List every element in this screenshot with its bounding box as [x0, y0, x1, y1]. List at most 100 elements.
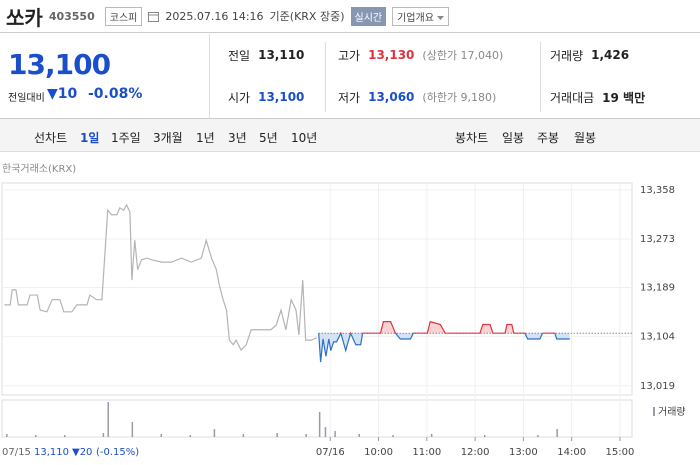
stock-code: 403550: [48, 9, 95, 23]
change: ▼10: [47, 86, 78, 102]
status-close: 13,110: [34, 447, 69, 458]
price-line: [4, 203, 317, 351]
candle-tab[interactable]: 월봉: [574, 131, 597, 145]
stat-note: (상한가 17,040): [422, 49, 504, 62]
source: 한국거래소(KRX): [2, 163, 76, 175]
volume-bar: [324, 427, 327, 437]
y-tick-label: 13,189: [640, 283, 675, 294]
period-tabs: 선차트 봉차트 1일 1주일 3개월 1년 3년 5년 10년 일봉 주봉 월봉: [0, 118, 700, 152]
stat-value: 13,110: [258, 48, 305, 62]
volume-bar: [102, 433, 105, 437]
status-rate: (-0.15%): [96, 447, 139, 458]
volume-bar: [131, 422, 134, 437]
x-tick-label: 07/16: [316, 447, 345, 458]
y-tick-label: 13,273: [640, 234, 675, 245]
volume-bar: [358, 434, 360, 437]
y-tick-label: 13,104: [640, 332, 675, 343]
volume-bar: [35, 435, 37, 437]
price: 13,100: [8, 48, 111, 81]
divider: [325, 42, 326, 112]
volume-bar: [318, 412, 321, 437]
dropdown-icon: [437, 15, 445, 20]
stat: 시가 13,100: [228, 76, 304, 118]
volume-bar: [107, 402, 109, 437]
header: 쏘카 403550 코스피 2025.07.16 14:16 기준(KRX 장중…: [0, 0, 700, 33]
plot-frame: [1, 182, 633, 396]
x-tick-label: 11:00: [412, 447, 441, 458]
volume-bar: [242, 434, 245, 437]
volume-bar: [430, 434, 433, 437]
volume-bar: [484, 435, 486, 437]
y-tick-label: 13,358: [640, 185, 675, 196]
stat: 고가 13,130 (상한가 17,040): [338, 34, 503, 76]
stat-label: 거래량: [550, 48, 584, 63]
volume-bar: [276, 433, 278, 437]
x-tick-label: 10:00: [364, 447, 393, 458]
stat-value: 13,130: [368, 48, 415, 62]
volume-bar: [305, 434, 307, 437]
stock-name: 쏘카: [6, 5, 43, 30]
status-date: 07/15: [2, 447, 31, 458]
volume-bar: [6, 434, 8, 437]
volume-bar: [392, 435, 394, 437]
volume-bar: [556, 429, 558, 437]
volume-bar: [160, 434, 163, 437]
stat-note: (하한가 9,180): [422, 91, 497, 104]
stat-value: 13,060: [368, 90, 415, 104]
stat: 거래대금 19 백만: [550, 76, 645, 118]
volume-bar: [189, 435, 192, 437]
stat-label: 저가: [338, 90, 361, 105]
price-area: [380, 321, 514, 334]
volume-bar: [64, 435, 66, 437]
chart: 한국거래소(KRX) 거래량 13,358 13,273 13,189 13,104 1…: [1, 163, 686, 458]
line-chart-label: 선차트: [34, 131, 68, 145]
calendar-icon: [148, 11, 160, 22]
x-tick-label: 13:00: [509, 447, 538, 458]
price-area: [318, 333, 570, 363]
period-tab[interactable]: 5년: [259, 131, 278, 145]
stat: 거래량 1,426: [550, 34, 629, 76]
volume-frame: [1, 399, 633, 438]
stats: 전일 13,110 고가 13,130 (상한가 17,040) 거래량 1,426 시…: [210, 34, 700, 118]
company-button[interactable]: 기업개요: [392, 6, 450, 26]
y-tick-label: 13,019: [640, 381, 675, 392]
x-tick-label: 12:00: [461, 447, 490, 458]
candle-tab[interactable]: 주봉: [537, 131, 560, 145]
stat-label: 시가: [228, 90, 251, 105]
change-rate: -0.08%: [88, 86, 143, 102]
price-line: [318, 333, 570, 363]
quote-panel: 13,100 전일대비 ▼10 -0.08%: [0, 34, 210, 118]
period-tab[interactable]: 1주일: [111, 131, 141, 145]
volume-legend: 거래량: [658, 406, 686, 418]
market-badge: 코스피: [104, 6, 143, 26]
volume-bar: [213, 429, 216, 437]
company-label: 기업개요: [397, 12, 434, 24]
stat: 저가 13,060 (하한가 9,180): [338, 76, 496, 118]
volume-bar: [537, 435, 539, 437]
period-tab[interactable]: 3개월: [153, 131, 183, 145]
stat-value: 13,100: [258, 90, 305, 104]
candle-chart-label: 봉차트: [455, 131, 489, 145]
volume-bar: [334, 431, 336, 437]
divider: [540, 42, 541, 112]
x-tick-label: 15:00: [606, 447, 635, 458]
stat-value: 19 백만: [602, 90, 646, 105]
stat-label: 거래대금: [550, 90, 595, 105]
period-tab[interactable]: 1일: [80, 131, 100, 145]
datetime: 2025.07.16 14:16: [165, 9, 264, 23]
volume-legend-icon: [653, 407, 655, 416]
candle-tab[interactable]: 일봉: [502, 131, 525, 145]
stat: 전일 13,110: [228, 34, 304, 76]
status-change: ▼20: [72, 447, 92, 458]
change-label: 전일대비: [8, 93, 45, 104]
stat-label: 전일: [228, 48, 251, 63]
period-tab[interactable]: 1년: [196, 131, 215, 145]
period-tab[interactable]: 10년: [291, 131, 318, 145]
basis: 기준(KRX 장중): [269, 10, 345, 23]
realtime-button[interactable]: 실시간: [350, 6, 387, 26]
stat-value: 1,426: [591, 48, 630, 62]
stat-label: 고가: [338, 48, 361, 63]
period-tab[interactable]: 3년: [228, 131, 247, 145]
x-tick-label: 14:00: [557, 447, 586, 458]
